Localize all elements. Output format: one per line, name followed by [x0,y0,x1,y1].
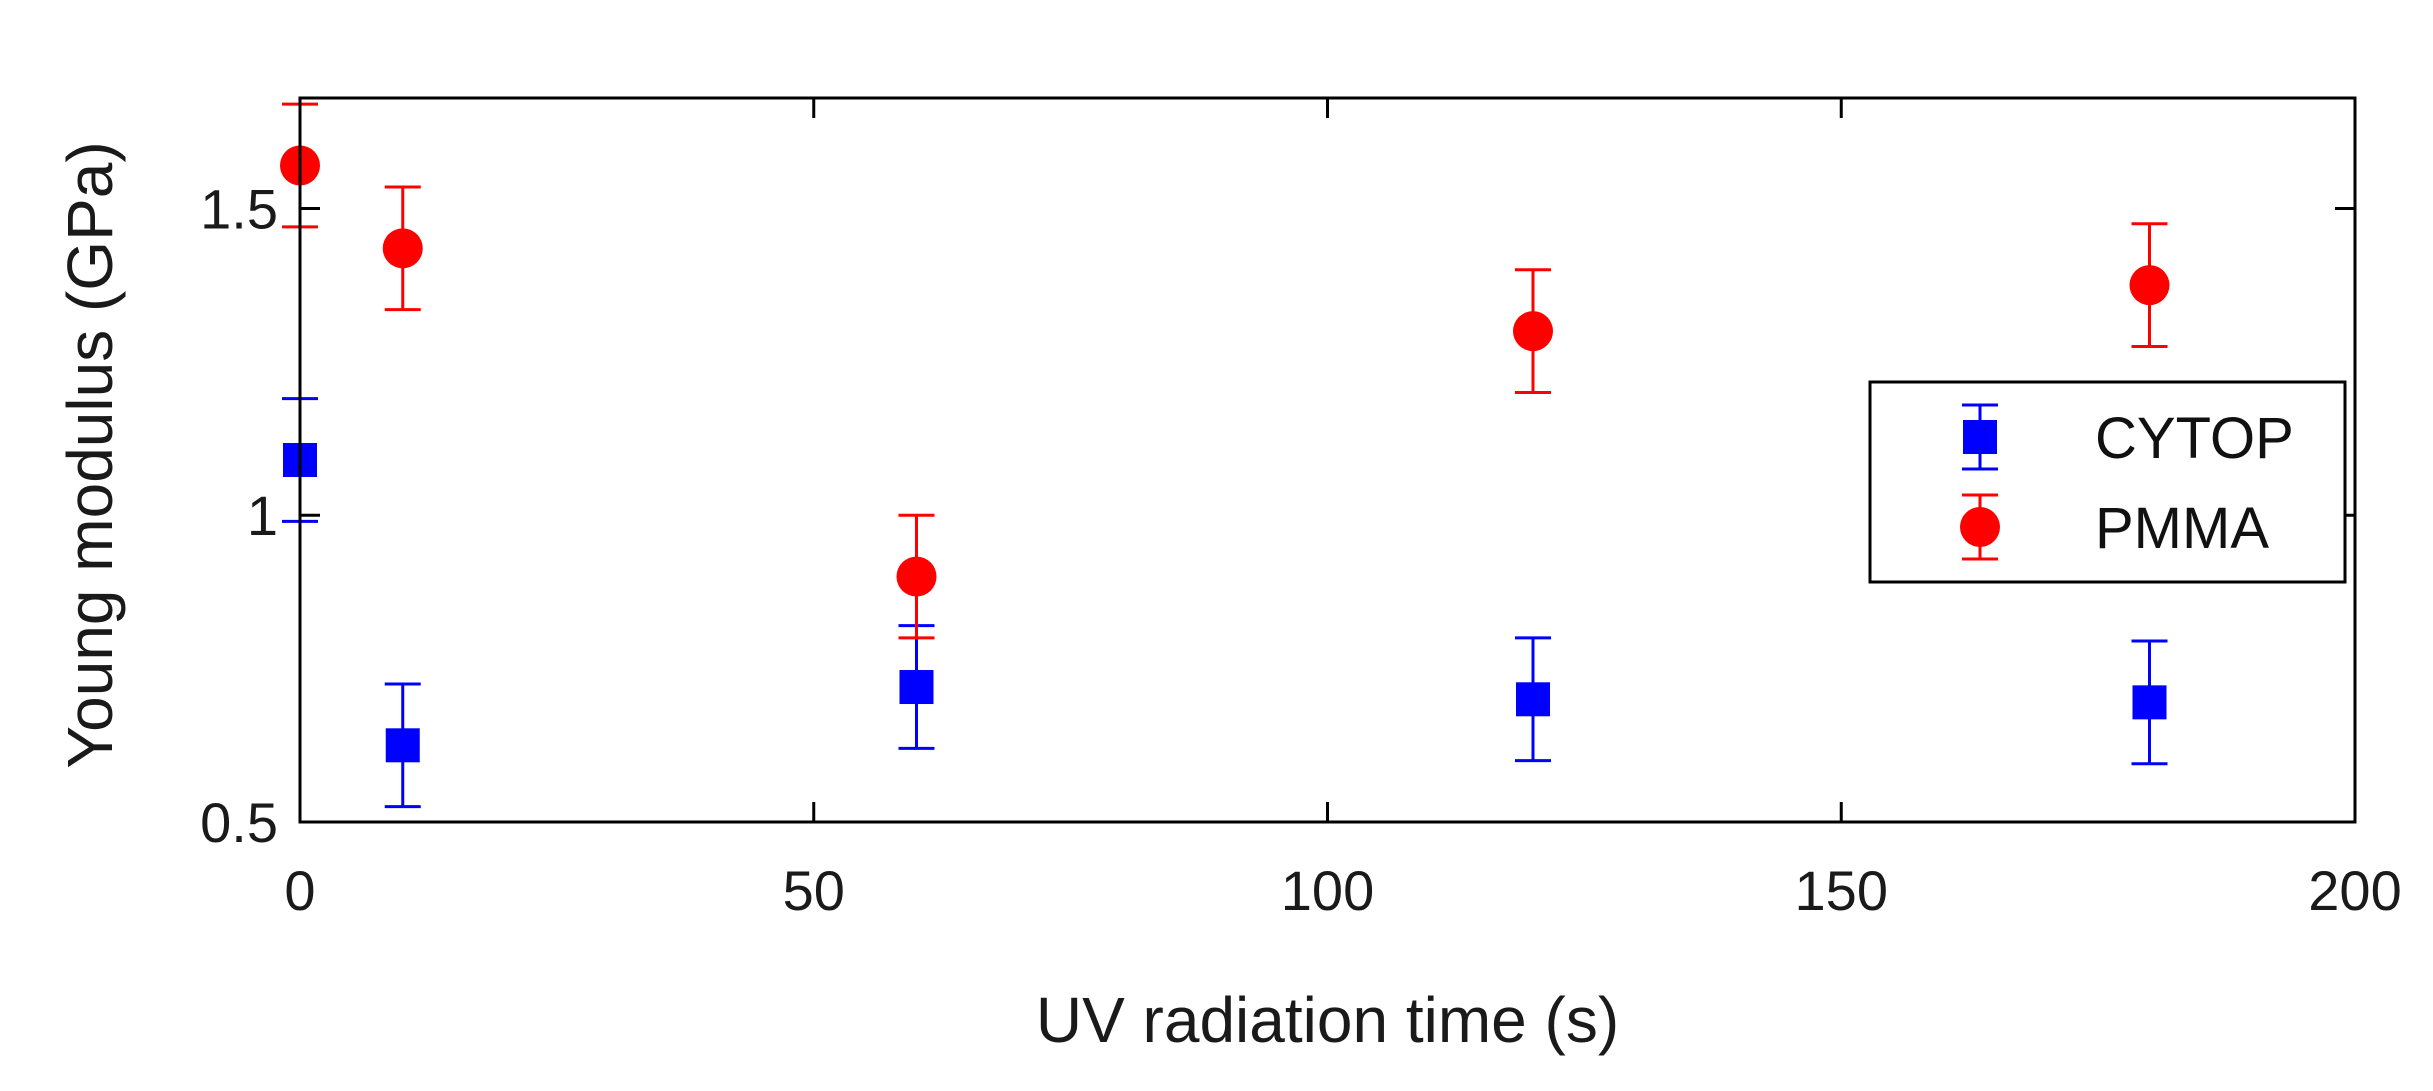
y-tick-label: 1 [247,484,278,547]
x-tick-label: 100 [1281,859,1374,922]
cytop-series [282,397,2168,809]
legend-box [1868,380,2347,584]
pmma-series [280,102,2170,640]
legend: CYTOP PMMA [1868,380,2347,584]
legend-label-pmma: PMMA [2095,496,2269,561]
y-tick-label: 0.5 [200,791,278,854]
cytop-point [2132,685,2167,720]
pmma-point [2129,265,2170,306]
marks-layer [280,102,2170,809]
legend-label-cytop: CYTOP [2095,406,2294,471]
ticks-layer: 0 50 100 150 200 0.5 1 1.5 [200,98,2402,922]
legend-entries: CYTOP PMMA [1960,403,2294,561]
x-tick-label: 200 [2308,859,2401,922]
x-tick-label: 0 [284,859,315,922]
legend-marker-pmma [1960,507,2000,547]
legend-entry-pmma: PMMA [1960,493,2269,561]
y-tick-label: 1.5 [200,177,278,240]
y-axis-title: Young modulus (GPa) [54,141,126,768]
x-tick-label: 50 [783,859,845,922]
x-axis-title: UV radiation time (s) [1036,984,1619,1056]
pmma-point [896,556,937,597]
pmma-point [382,228,423,269]
legend-entry-cytop: CYTOP [1962,403,2294,471]
pmma-point [1513,311,1553,352]
cytop-point [899,670,934,705]
x-tick-label: 150 [1795,859,1888,922]
cytop-point [1516,682,1550,717]
legend-marker-cytop [1963,420,1997,454]
cytop-point [385,728,420,763]
